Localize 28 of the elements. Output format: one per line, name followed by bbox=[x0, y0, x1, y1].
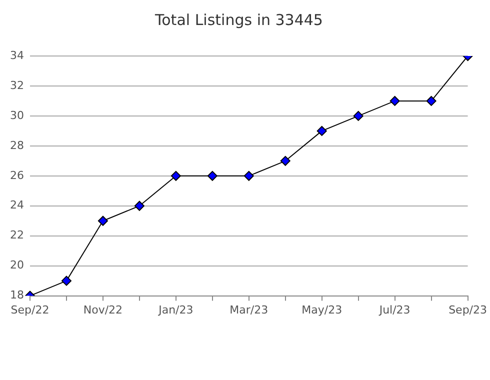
point bbox=[244, 170, 254, 181]
y-tick-label: 24 bbox=[10, 198, 24, 212]
chart-title: Total Listings in 33445 bbox=[154, 10, 323, 29]
point bbox=[61, 276, 72, 286]
x-tick-label: Mar/23 bbox=[230, 303, 268, 316]
point bbox=[134, 200, 144, 211]
x-tick-label: Sep/22 bbox=[10, 303, 50, 316]
point bbox=[426, 96, 436, 106]
y-tick-label: 30 bbox=[10, 108, 24, 122]
point bbox=[207, 170, 218, 181]
point bbox=[390, 96, 400, 106]
x-tick-label: Jul/23 bbox=[378, 303, 410, 316]
y-tick-label: 18 bbox=[10, 288, 24, 302]
x-tick-label: Jan/23 bbox=[158, 303, 194, 316]
x-tick-label: Nov/22 bbox=[83, 303, 123, 316]
x-tick-label: May/23 bbox=[302, 303, 342, 316]
x-tick-label: Sep/23 bbox=[448, 303, 487, 316]
y-tick-label: 34 bbox=[10, 48, 24, 62]
point bbox=[98, 216, 108, 226]
point bbox=[316, 126, 327, 136]
y-tick-label: 26 bbox=[10, 168, 24, 182]
y-tick-label: 20 bbox=[10, 258, 24, 272]
y-tick-label: 32 bbox=[10, 78, 24, 92]
y-tick-label: 28 bbox=[10, 138, 24, 152]
y-tick-label: 22 bbox=[10, 228, 24, 242]
point bbox=[280, 156, 290, 166]
point bbox=[353, 110, 364, 121]
point bbox=[170, 170, 181, 181]
